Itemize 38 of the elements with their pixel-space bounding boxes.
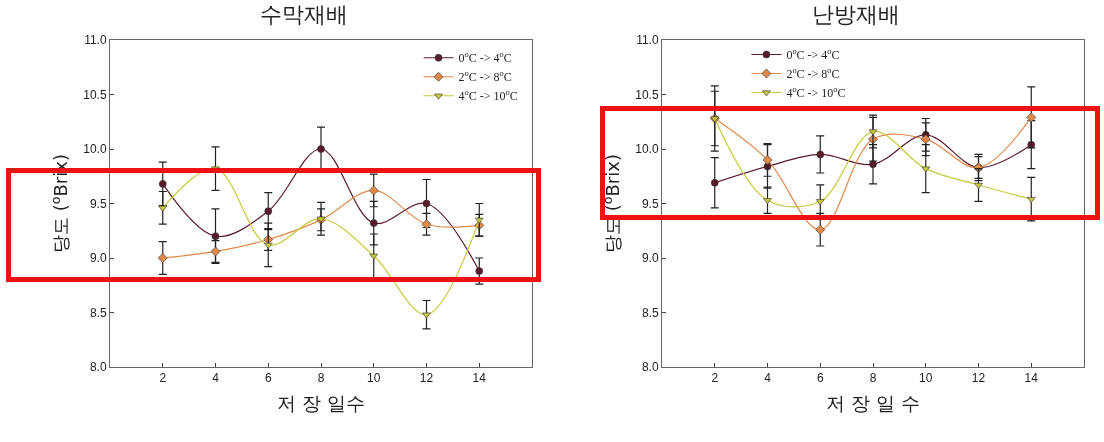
y-tick-label: 10.0 (635, 142, 659, 157)
x-tick-label: 8 (317, 371, 325, 386)
x-tick-label: 2 (159, 371, 167, 386)
x-axis-title: 저 장 일 수 (825, 392, 921, 415)
chart-title: 난방재배 (811, 2, 900, 28)
chart-title: 수막재배 (259, 2, 348, 28)
x-axis-title: 저 장 일수 (276, 392, 366, 415)
x-tick-label: 12 (971, 371, 986, 386)
x-tick-label: 8 (869, 371, 877, 386)
x-tick-label: 10 (919, 371, 933, 386)
legend-label: 2$^{o}$C -> 8$^{o}$C (458, 69, 512, 85)
y-tick-label: 11.0 (636, 33, 659, 48)
y-tick-label: 10.5 (635, 87, 659, 102)
x-tick-label: 12 (419, 371, 434, 386)
legend-label: 0$^{o}$C -> 4$^{o}$C (786, 47, 840, 63)
x-tick-label: 10 (367, 371, 381, 386)
x-tick-label: 6 (816, 371, 824, 386)
legend-label: 4$^{o}$C -> 10$^{o}$C (458, 88, 518, 104)
y-tick-label: 8.5 (89, 305, 107, 320)
legend-label: 2$^{o}$C -> 8$^{o}$C (786, 66, 840, 82)
x-tick-label: 2 (711, 371, 719, 386)
y-tick-label: 9.5 (89, 196, 107, 211)
x-tick-label: 6 (264, 371, 272, 386)
legend-label: 0$^{o}$C -> 4$^{o}$C (458, 50, 512, 66)
x-tick-label: 4 (212, 371, 220, 386)
x-tick-label: 4 (764, 371, 772, 386)
y-tick-label: 9.0 (641, 251, 659, 266)
x-tick-label: 14 (1024, 371, 1039, 386)
y-tick-label: 9.0 (89, 251, 107, 266)
x-tick-label: 14 (472, 371, 487, 386)
y-tick-label: 8.0 (641, 360, 659, 375)
y-tick-label: 10.5 (83, 87, 107, 102)
y-tick-label: 9.5 (641, 196, 659, 211)
y-tick-label: 11.0 (84, 33, 107, 48)
y-tick-label: 10.0 (83, 142, 107, 157)
y-tick-label: 8.0 (89, 360, 107, 375)
y-tick-label: 8.5 (641, 305, 659, 320)
legend-label: 4$^{o}$C -> 10$^{o}$C (786, 85, 846, 101)
